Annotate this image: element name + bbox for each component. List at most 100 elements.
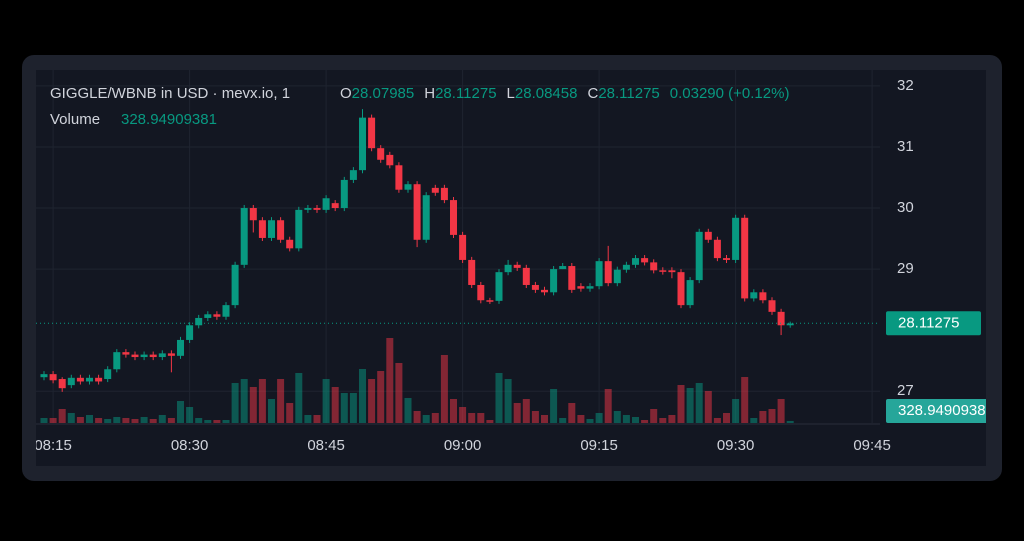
candle-body — [477, 284, 485, 301]
volume-bar — [286, 403, 294, 423]
candle-body — [240, 208, 248, 265]
candle-body — [713, 239, 721, 259]
volume-bar — [167, 418, 175, 423]
candle-body — [732, 217, 740, 260]
volume-bar — [695, 383, 703, 423]
candle-body — [495, 272, 503, 301]
candle-body — [222, 305, 230, 317]
candle-body — [704, 231, 712, 240]
volume-bar — [759, 411, 767, 423]
candle-body — [313, 208, 321, 210]
volume-bar — [450, 399, 457, 423]
candle-body — [577, 286, 585, 289]
candle-body — [122, 352, 130, 355]
candle-body — [550, 269, 558, 293]
x-tick-label: 09:45 — [853, 437, 891, 454]
c-label: C — [587, 85, 598, 102]
candle-body — [395, 165, 403, 190]
volume-bar — [76, 417, 84, 423]
volume-bar — [158, 415, 166, 423]
y-tick-label: 31 — [897, 138, 914, 155]
volume-bar — [231, 383, 239, 423]
ohlc: O28.07985 H28.11275 L28.08458 C28.11275 0.03… — [340, 85, 789, 102]
candle-body — [622, 264, 630, 270]
candle-body — [613, 269, 621, 284]
volume-bar — [477, 413, 485, 423]
volume-bar — [195, 418, 203, 423]
volume-bar — [613, 411, 621, 423]
x-tick-label: 08:30 — [171, 437, 209, 454]
volume-bar — [377, 371, 385, 423]
candle-body — [40, 374, 48, 378]
candle-body — [641, 258, 649, 263]
candle-body — [286, 239, 294, 249]
candle-body — [522, 267, 530, 285]
volume-bar — [732, 399, 740, 423]
change: 0.03290 (+0.12%) — [670, 85, 790, 102]
candle-body — [677, 272, 685, 306]
plot: 08:15 08:30 08:45 09:00 09:15 09:30 09:45 — [36, 70, 891, 454]
volume-bar — [186, 407, 194, 423]
candle-body — [486, 300, 494, 302]
o-value: 28.07985 — [352, 85, 415, 102]
c-value: 28.11275 — [598, 85, 659, 102]
volume-bar — [204, 420, 212, 423]
volume-bar — [440, 355, 448, 423]
volume-value: 328.94909381 — [121, 111, 217, 128]
y-tick-label: 29 — [897, 260, 914, 277]
volume-bar — [149, 419, 157, 423]
volume-bar — [258, 379, 266, 423]
candle-body — [322, 198, 330, 210]
candle-body — [304, 208, 312, 210]
symbol: GIGGLE/WBNB in USD · mevx.io, 1 — [50, 85, 290, 102]
volume-bar — [622, 415, 630, 423]
volume-bar — [140, 417, 148, 423]
x-tick-label: 09:00 — [444, 437, 482, 454]
candle-body — [750, 292, 758, 299]
candle-body — [741, 217, 749, 299]
volume-bar — [704, 391, 712, 423]
candle-body — [504, 264, 512, 273]
candle-body — [76, 377, 84, 382]
volume-bar — [522, 399, 530, 423]
candle-body — [340, 179, 348, 209]
volume-bar — [559, 418, 567, 423]
volume-bar — [577, 415, 585, 423]
l-label: L — [507, 85, 515, 102]
volume-bar — [177, 401, 184, 423]
candle-body — [586, 286, 594, 289]
volume-bar — [368, 379, 376, 423]
candle-body — [686, 280, 694, 306]
volume-bar — [359, 369, 366, 423]
volume-bar — [713, 418, 721, 423]
candle-body — [386, 154, 394, 166]
candle-body — [67, 377, 75, 386]
h-value: 28.11275 — [435, 85, 496, 102]
volume-bar — [431, 413, 439, 423]
o-label: O — [340, 85, 352, 102]
last-volume-label: 328.94909381 — [898, 402, 994, 419]
volume-bar — [268, 399, 275, 423]
volume-bar — [486, 420, 494, 423]
candle-body — [695, 231, 703, 281]
candle-body — [531, 284, 539, 290]
y-tick-label: 27 — [897, 382, 914, 399]
volume-bar — [413, 411, 421, 423]
volume-bar — [395, 363, 403, 423]
candle-body — [650, 262, 658, 271]
volume-bar — [313, 415, 321, 423]
candle-body — [459, 234, 467, 260]
volume-bar — [513, 403, 521, 423]
volume-bar — [131, 419, 139, 423]
volume-bar — [58, 409, 66, 423]
candle-body — [58, 379, 66, 389]
volume-bar — [531, 411, 539, 423]
last-volume-box — [886, 399, 986, 423]
volume-bar — [340, 393, 348, 423]
candle-body — [404, 184, 412, 190]
candle-body — [431, 187, 439, 193]
candle-body — [177, 339, 184, 356]
candle-body — [149, 354, 157, 358]
candle-body — [759, 292, 767, 301]
volume-bar — [741, 377, 749, 423]
